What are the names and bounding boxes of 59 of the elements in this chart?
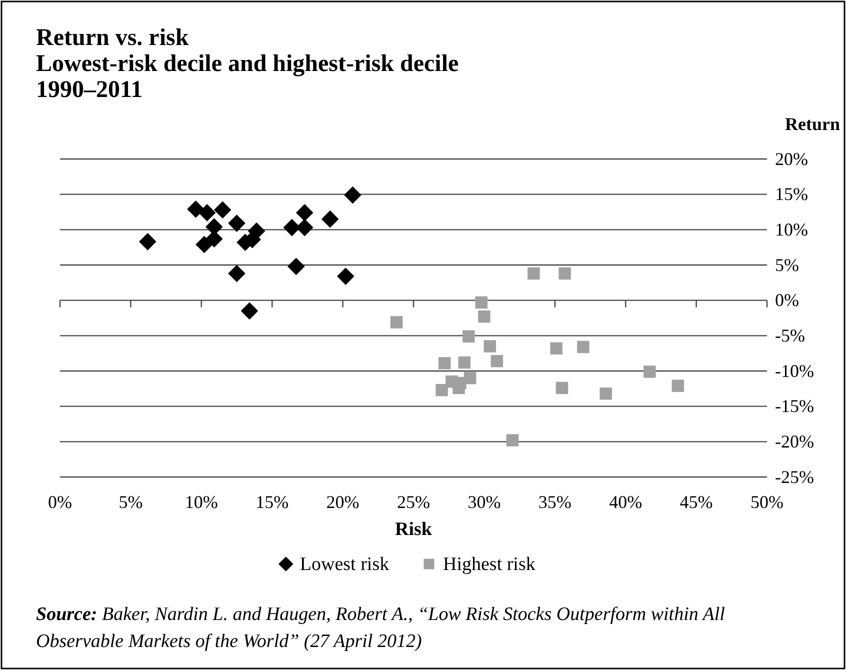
point	[644, 366, 656, 378]
y-tick-label: 0%	[775, 290, 799, 310]
point	[390, 316, 403, 328]
point	[336, 268, 354, 285]
x-tick-label: 5%	[118, 492, 143, 512]
point	[139, 233, 156, 250]
point	[296, 204, 314, 222]
point	[478, 310, 490, 323]
x-tick-label: 40%	[609, 492, 642, 512]
point	[458, 356, 471, 369]
point	[600, 387, 612, 400]
x-tick-label: 50%	[750, 492, 784, 512]
point	[484, 340, 496, 352]
point	[321, 210, 339, 228]
point	[550, 342, 562, 355]
y-tick-label: -15%	[775, 396, 814, 416]
point	[577, 340, 590, 354]
y-tick-label: 10%	[775, 219, 808, 240]
point	[490, 354, 504, 368]
x-tick-label: 15%	[256, 492, 289, 512]
y-tick-label: 15%	[775, 184, 808, 204]
y-tick-label: -5%	[775, 325, 805, 346]
point	[528, 267, 540, 280]
point	[240, 302, 258, 320]
x-axis-title: Risk	[395, 519, 432, 540]
point	[228, 264, 246, 282]
x-tick-label: 10%	[184, 492, 218, 512]
chart-title: Return vs. risk	[36, 25, 190, 51]
point	[196, 236, 213, 254]
y-tick-label: -10%	[775, 360, 814, 381]
y-axis-title: Return	[785, 114, 840, 134]
legend-label: Highest risk	[443, 554, 536, 575]
y-tick-label: 5%	[775, 254, 799, 275]
x-tick-label: 30%	[468, 492, 501, 512]
x-tick-label: 0%	[48, 492, 72, 512]
point	[475, 296, 488, 309]
point	[506, 434, 519, 446]
legend-label: Lowest risk	[300, 554, 390, 575]
point	[556, 382, 568, 394]
point	[462, 330, 475, 342]
source-note: Source: Baker, Nardin L. and Haugen, Robert A., “Low Risk Stocks Outperform within All Observable Markets of the World” (27 April 2012)	[36, 604, 725, 652]
point	[672, 380, 684, 392]
x-tick-label: 25%	[397, 492, 430, 512]
point	[344, 186, 362, 204]
y-tick-label: 20%	[775, 148, 808, 169]
point	[214, 201, 232, 219]
point	[187, 200, 204, 218]
x-tick-label: 35%	[538, 492, 572, 512]
x-tick-label: 20%	[326, 492, 360, 512]
y-tick-label: -20%	[775, 431, 814, 452]
x-tick-label: 45%	[680, 492, 713, 512]
point	[558, 267, 571, 280]
point	[438, 357, 451, 370]
chart-subtitle: Lowest-risk decile and highest-risk decile 1990–2011	[36, 51, 459, 103]
point	[436, 384, 448, 396]
point	[228, 214, 246, 232]
point	[198, 204, 216, 222]
y-tick-label: -25%	[775, 466, 814, 487]
point	[287, 258, 305, 276]
